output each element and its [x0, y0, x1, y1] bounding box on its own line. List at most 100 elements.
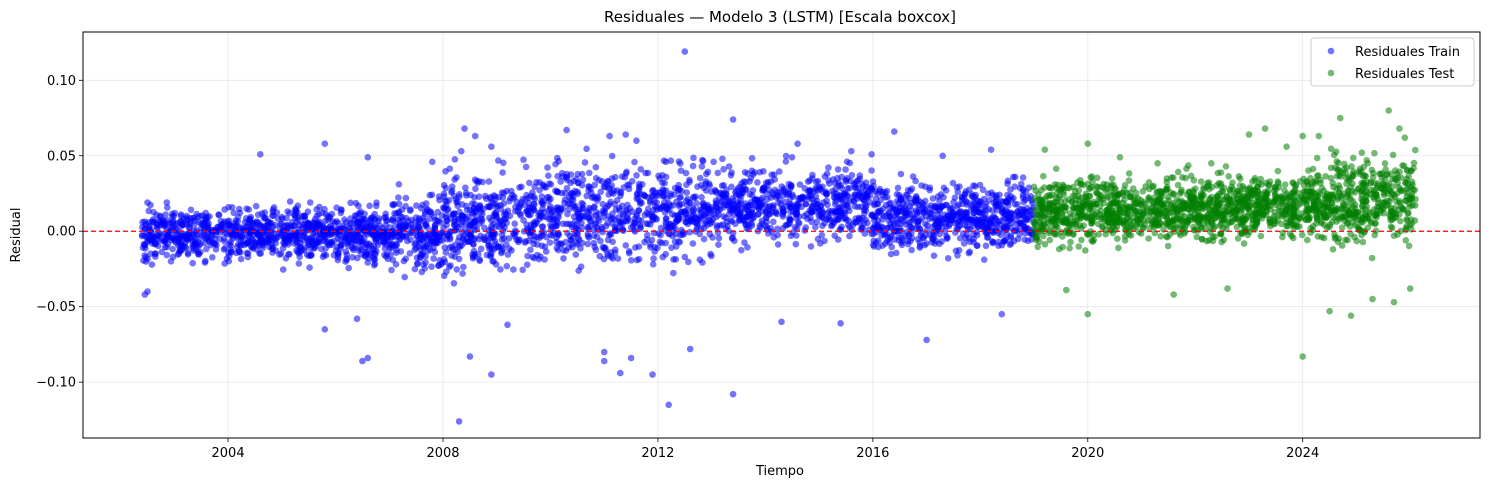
train-residual-point	[189, 259, 196, 267]
train-residual-point	[419, 201, 426, 209]
train-residual-point	[605, 231, 613, 239]
train-residual-point	[466, 353, 474, 360]
train-residual-point	[928, 210, 935, 218]
train-residual-point	[284, 208, 291, 215]
test-residual-point	[1381, 199, 1388, 207]
test-residual-point	[1278, 220, 1285, 228]
train-residual-point	[143, 234, 151, 242]
train-residual-point	[962, 198, 970, 205]
train-residual-point	[448, 189, 455, 196]
train-residual-point	[304, 208, 312, 215]
test-residual-point	[1093, 174, 1101, 182]
train-residual-point	[488, 371, 495, 378]
test-residual-point	[1078, 236, 1085, 244]
train-residual-point	[353, 315, 361, 323]
train-residual-point	[710, 158, 717, 166]
test-residual-point	[1359, 214, 1366, 222]
train-residual-point	[235, 205, 243, 213]
train-residual-point	[692, 193, 699, 200]
train-residual-point	[525, 211, 533, 219]
train-residual-point	[584, 240, 592, 248]
train-residual-point	[708, 252, 715, 260]
train-residual-point	[164, 204, 171, 211]
train-residual-point	[569, 243, 576, 251]
train-residual-point	[656, 175, 664, 182]
train-residual-point	[703, 170, 710, 178]
train-residual-point	[547, 221, 554, 229]
train-residual-point	[557, 178, 564, 185]
test-residual-point	[1114, 235, 1121, 242]
test-residual-point	[1354, 209, 1361, 217]
train-residual-point	[775, 199, 782, 206]
train-residual-point	[955, 201, 962, 208]
train-residual-point	[463, 206, 471, 214]
test-residual-point	[1305, 216, 1312, 223]
train-residual-point	[848, 171, 856, 179]
train-residual-point	[506, 197, 513, 205]
train-residual-point	[706, 230, 713, 238]
test-residual-point	[1220, 184, 1228, 192]
train-residual-point	[577, 263, 585, 271]
train-residual-point	[533, 233, 541, 241]
train-residual-point	[870, 216, 878, 224]
train-residual-point	[229, 235, 236, 242]
test-residual-point	[1381, 160, 1389, 167]
train-residual-point	[471, 176, 479, 183]
test-residual-point	[1069, 230, 1077, 237]
test-residual-point	[1030, 183, 1038, 191]
train-residual-point	[361, 225, 368, 232]
train-residual-point	[699, 200, 707, 208]
train-residual-point	[663, 215, 670, 222]
train-residual-point	[985, 206, 992, 213]
train-residual-point	[592, 163, 600, 171]
train-residual-point	[628, 177, 636, 185]
train-residual-point	[173, 220, 180, 227]
train-residual-point	[565, 194, 573, 201]
test-residual-point	[1219, 224, 1227, 232]
train-residual-point	[209, 253, 216, 261]
train-residual-point	[155, 237, 163, 244]
train-residual-point	[737, 216, 744, 224]
train-residual-point	[538, 193, 546, 200]
train-residual-point	[1025, 184, 1033, 191]
train-residual-point	[912, 194, 920, 201]
train-residual-point	[888, 216, 896, 223]
train-residual-point	[633, 137, 640, 144]
test-residual-point	[1055, 245, 1063, 253]
train-residual-point	[956, 183, 963, 190]
test-residual-point	[1169, 191, 1177, 198]
test-residual-point	[1272, 185, 1280, 193]
train-residual-point	[515, 237, 522, 244]
train-residual-point	[615, 218, 623, 225]
train-residual-point	[499, 245, 507, 253]
test-residual-point	[1039, 203, 1047, 211]
test-residual-point	[1314, 233, 1322, 240]
train-residual-point	[960, 240, 968, 247]
train-residual-point	[698, 163, 706, 170]
train-residual-point	[306, 264, 313, 271]
train-residual-point	[519, 266, 526, 274]
train-residual-point	[941, 228, 949, 235]
train-residual-point	[974, 242, 981, 249]
train-residual-point	[649, 261, 657, 268]
train-residual-point	[829, 176, 837, 183]
train-residual-point	[500, 215, 508, 223]
test-residual-point	[1163, 233, 1170, 240]
test-residual-point	[1389, 151, 1397, 159]
train-residual-point	[261, 209, 269, 216]
train-residual-point	[1007, 186, 1014, 193]
train-residual-point	[817, 240, 824, 247]
train-residual-point	[181, 243, 189, 251]
test-residual-point	[1352, 221, 1359, 229]
train-residual-point	[250, 243, 257, 250]
train-residual-point	[533, 219, 541, 227]
train-residual-point	[577, 245, 584, 252]
train-residual-point	[333, 218, 341, 225]
test-residual-point	[1185, 162, 1192, 169]
train-residual-point	[851, 203, 859, 210]
train-residual-point	[526, 179, 533, 187]
train-residual-point	[354, 232, 361, 239]
train-residual-point	[1024, 237, 1032, 245]
test-residual-point	[1103, 192, 1111, 200]
train-residual-point	[776, 189, 784, 196]
